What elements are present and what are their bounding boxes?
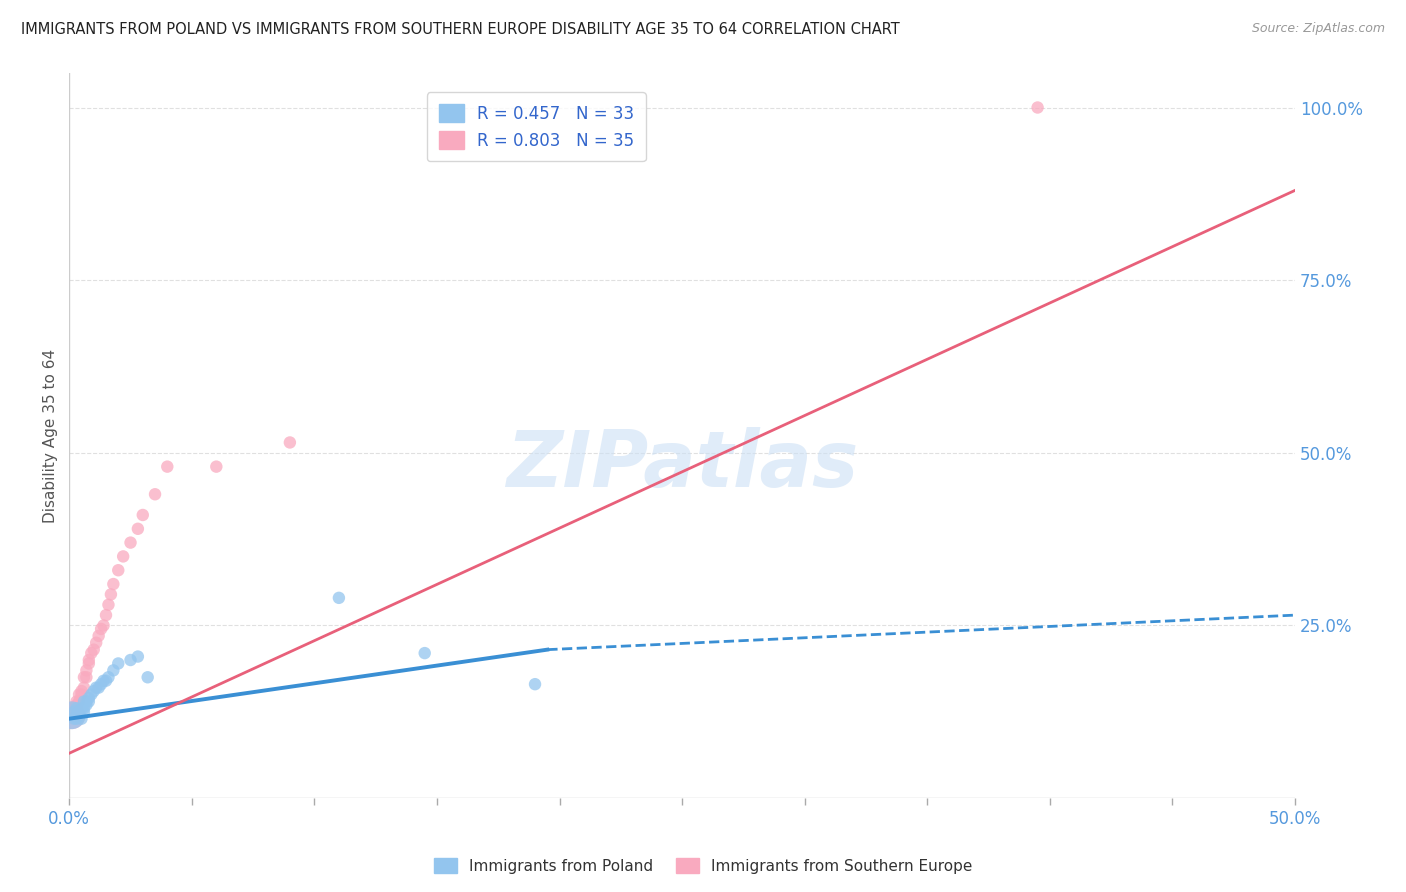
Point bbox=[73, 705, 96, 719]
Point bbox=[63, 712, 86, 726]
Point bbox=[328, 591, 350, 605]
Point bbox=[75, 664, 97, 678]
Point bbox=[120, 535, 142, 549]
Point bbox=[103, 664, 125, 678]
Legend: Immigrants from Poland, Immigrants from Southern Europe: Immigrants from Poland, Immigrants from … bbox=[427, 852, 979, 880]
Legend: R = 0.457   N = 33, R = 0.803   N = 35: R = 0.457 N = 33, R = 0.803 N = 35 bbox=[427, 92, 645, 161]
Point bbox=[94, 673, 117, 688]
Point bbox=[143, 487, 166, 501]
Point bbox=[107, 657, 129, 671]
Y-axis label: Disability Age 35 to 64: Disability Age 35 to 64 bbox=[44, 349, 58, 523]
Point bbox=[127, 522, 149, 536]
Point bbox=[90, 677, 112, 691]
Point bbox=[60, 708, 83, 723]
Point bbox=[120, 653, 142, 667]
Point bbox=[75, 670, 97, 684]
Text: ZIPatlas: ZIPatlas bbox=[506, 426, 858, 502]
Point bbox=[97, 598, 120, 612]
Point bbox=[83, 684, 105, 698]
Point bbox=[70, 701, 93, 715]
Point bbox=[84, 681, 107, 695]
Point bbox=[67, 694, 90, 708]
Point bbox=[77, 657, 100, 671]
Point bbox=[127, 649, 149, 664]
Point bbox=[60, 708, 83, 723]
Point bbox=[70, 688, 93, 702]
Point bbox=[93, 673, 115, 688]
Point bbox=[107, 563, 129, 577]
Point bbox=[97, 670, 120, 684]
Point bbox=[77, 653, 100, 667]
Point bbox=[65, 712, 87, 726]
Point bbox=[73, 694, 96, 708]
Point bbox=[75, 698, 97, 712]
Point bbox=[84, 636, 107, 650]
Point bbox=[87, 629, 110, 643]
Point bbox=[70, 684, 93, 698]
Point bbox=[73, 670, 96, 684]
Point bbox=[87, 681, 110, 695]
Point bbox=[63, 705, 86, 719]
Point bbox=[156, 459, 179, 474]
Point bbox=[63, 705, 86, 719]
Point bbox=[278, 435, 301, 450]
Point bbox=[67, 705, 90, 719]
Point bbox=[136, 670, 159, 684]
Point bbox=[413, 646, 436, 660]
Point bbox=[70, 712, 93, 726]
Point bbox=[73, 681, 96, 695]
Point bbox=[205, 459, 228, 474]
Point bbox=[94, 608, 117, 623]
Point bbox=[80, 688, 103, 702]
Point bbox=[67, 688, 90, 702]
Point bbox=[1026, 101, 1049, 115]
Point bbox=[63, 701, 86, 715]
Point bbox=[90, 622, 112, 636]
Point bbox=[73, 701, 96, 715]
Text: Source: ZipAtlas.com: Source: ZipAtlas.com bbox=[1251, 22, 1385, 36]
Point bbox=[93, 618, 115, 632]
Point bbox=[77, 694, 100, 708]
Point bbox=[67, 708, 90, 723]
Point bbox=[103, 577, 125, 591]
Text: IMMIGRANTS FROM POLAND VS IMMIGRANTS FROM SOUTHERN EUROPE DISABILITY AGE 35 TO 6: IMMIGRANTS FROM POLAND VS IMMIGRANTS FRO… bbox=[21, 22, 900, 37]
Point bbox=[80, 646, 103, 660]
Point bbox=[524, 677, 547, 691]
Point bbox=[83, 642, 105, 657]
Point bbox=[112, 549, 135, 564]
Point bbox=[100, 587, 122, 601]
Point bbox=[75, 694, 97, 708]
Point bbox=[65, 701, 87, 715]
Point bbox=[65, 698, 87, 712]
Point bbox=[65, 708, 87, 723]
Point bbox=[132, 508, 155, 522]
Point bbox=[77, 691, 100, 706]
Point bbox=[65, 694, 87, 708]
